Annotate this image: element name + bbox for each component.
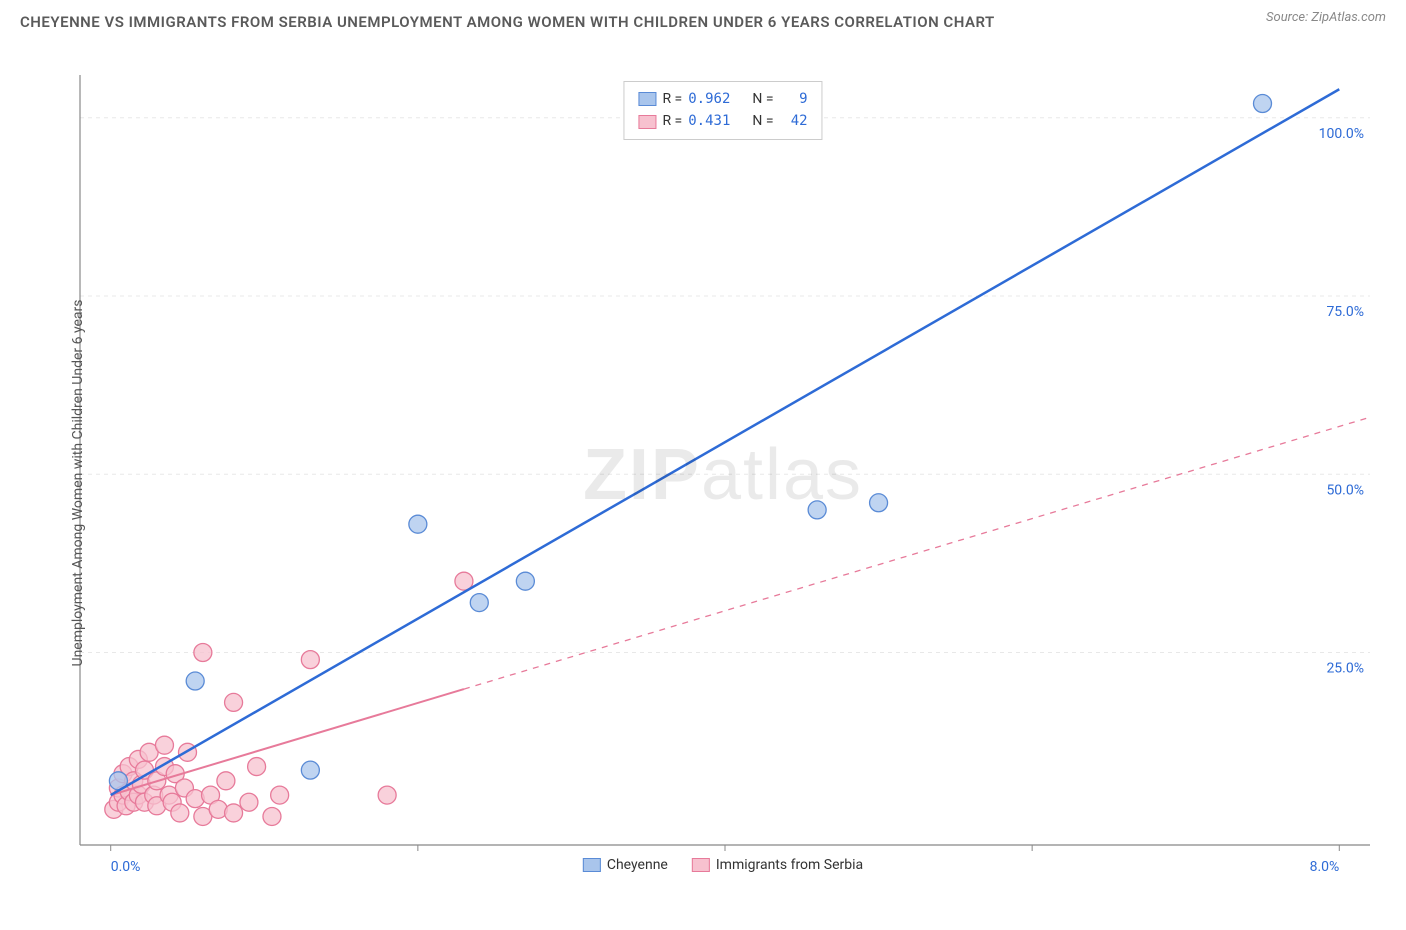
data-point	[217, 772, 235, 790]
r-value: 0.431	[688, 110, 730, 132]
data-point	[155, 736, 173, 754]
trend-line	[111, 89, 1340, 795]
n-label: N =	[752, 88, 773, 110]
data-point	[378, 786, 396, 804]
legend-label: Immigrants from Serbia	[716, 857, 863, 873]
data-point	[870, 494, 888, 512]
data-point	[186, 672, 204, 690]
scatter-chart: 25.0% 50.0% 75.0% 100.0% 0.0% 8.0%	[60, 75, 1386, 875]
chart-area: Unemployment Among Women with Children U…	[60, 75, 1386, 875]
data-point	[301, 651, 319, 669]
n-value: 9	[780, 88, 808, 110]
data-point	[1254, 95, 1272, 113]
trend-line-extrapolated	[464, 417, 1370, 689]
data-point	[248, 758, 266, 776]
stats-legend-row: R = 0.962 N = 9	[638, 88, 807, 110]
legend-label: Cheyenne	[607, 857, 668, 873]
legend-swatch	[583, 858, 601, 872]
data-point	[240, 793, 258, 811]
legend-swatch	[638, 115, 656, 129]
legend-swatch	[692, 858, 710, 872]
r-label: R =	[662, 88, 682, 110]
data-point	[225, 693, 243, 711]
data-point	[171, 804, 189, 822]
series-legend: Cheyenne Immigrants from Serbia	[583, 857, 863, 873]
data-point	[194, 644, 212, 662]
y-tick-label: 100.0%	[1319, 126, 1364, 142]
source-attribution: Source: ZipAtlas.com	[1266, 10, 1386, 25]
data-point	[271, 786, 289, 804]
data-point	[808, 501, 826, 519]
n-value: 42	[780, 110, 808, 132]
data-point	[516, 572, 534, 590]
legend-item: Immigrants from Serbia	[692, 857, 863, 873]
data-point	[301, 761, 319, 779]
legend-item: Cheyenne	[583, 857, 668, 873]
y-tick-label: 25.0%	[1326, 661, 1364, 677]
r-label: R =	[662, 110, 682, 132]
x-tick-label: 0.0%	[111, 859, 141, 875]
data-point	[470, 594, 488, 612]
data-point	[225, 804, 243, 822]
stats-legend: R = 0.962 N = 9 R = 0.431 N = 42	[623, 81, 822, 140]
legend-swatch	[638, 92, 656, 106]
x-tick-label: 8.0%	[1310, 859, 1340, 875]
data-point	[263, 807, 281, 825]
n-label: N =	[752, 110, 773, 132]
y-tick-label: 75.0%	[1326, 304, 1364, 320]
y-axis-label: Unemployment Among Women with Children U…	[70, 299, 86, 666]
r-value: 0.962	[688, 88, 730, 110]
data-point	[409, 515, 427, 533]
stats-legend-row: R = 0.431 N = 42	[638, 110, 807, 132]
chart-title: CHEYENNE VS IMMIGRANTS FROM SERBIA UNEMP…	[20, 10, 995, 34]
y-tick-label: 50.0%	[1326, 482, 1364, 498]
